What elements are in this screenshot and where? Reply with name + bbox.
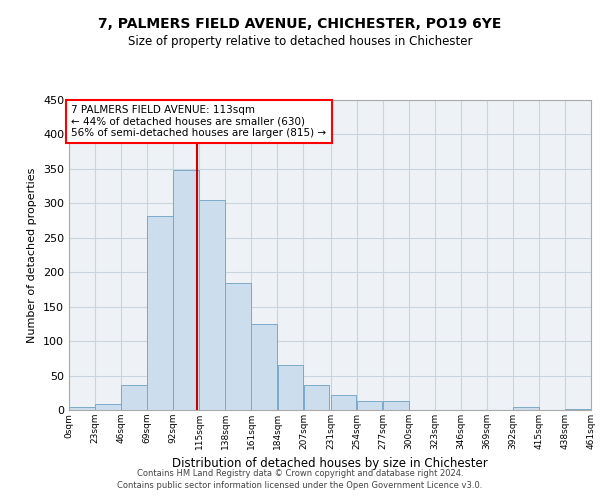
Text: Size of property relative to detached houses in Chichester: Size of property relative to detached ho… [128, 35, 472, 48]
Bar [148, 216, 173, 410]
Text: Contains public sector information licensed under the Open Government Licence v3: Contains public sector information licen… [118, 481, 482, 490]
Bar [278, 365, 303, 410]
Text: 7, PALMERS FIELD AVENUE, CHICHESTER, PO19 6YE: 7, PALMERS FIELD AVENUE, CHICHESTER, PO1… [98, 18, 502, 32]
X-axis label: Distribution of detached houses by size in Chichester: Distribution of detached houses by size … [172, 458, 488, 470]
Bar [95, 404, 121, 410]
Y-axis label: Number of detached properties: Number of detached properties [28, 168, 37, 342]
Bar [199, 200, 225, 410]
Bar [226, 283, 251, 410]
Text: 7 PALMERS FIELD AVENUE: 113sqm
← 44% of detached houses are smaller (630)
56% of: 7 PALMERS FIELD AVENUE: 113sqm ← 44% of … [71, 105, 326, 138]
Bar [173, 170, 199, 410]
Text: Contains HM Land Registry data © Crown copyright and database right 2024.: Contains HM Land Registry data © Crown c… [137, 468, 463, 477]
Bar [331, 395, 356, 410]
Bar [69, 406, 95, 410]
Bar [357, 401, 382, 410]
Bar [383, 401, 409, 410]
Bar [251, 324, 277, 410]
Bar [121, 384, 147, 410]
Bar [565, 408, 591, 410]
Bar [513, 406, 539, 410]
Bar [304, 384, 329, 410]
